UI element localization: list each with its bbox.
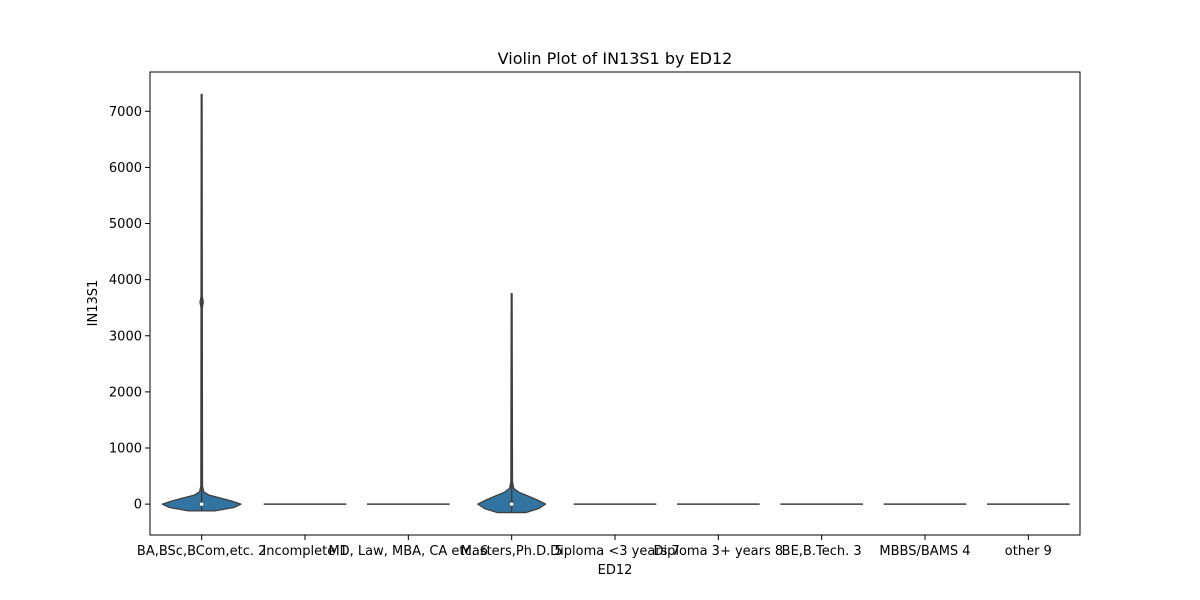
y-tick-label: 5000 <box>109 217 142 232</box>
y-tick-label: 7000 <box>109 105 142 120</box>
x-tick-label: Masters,Ph.D. 5 <box>461 544 563 559</box>
plot-frame <box>149 71 1081 536</box>
x-tick-label: other 9 <box>1005 544 1052 559</box>
y-tick-label: 2000 <box>109 385 142 400</box>
y-tick-label: 1000 <box>109 442 142 457</box>
x-tick-label: BA,BSc,BCom,etc. 2 <box>137 544 266 559</box>
violin-median <box>199 502 204 506</box>
chart-title: Violin Plot of IN13S1 by ED12 <box>498 49 733 68</box>
x-axis-label: ED12 <box>598 563 633 578</box>
y-axis: 0 1000 2000 3000 4000 5000 6000 7000 <box>109 105 150 513</box>
x-tick-label: Incomplete 1 <box>262 544 347 559</box>
x-tick-label: BE,B.Tech. 3 <box>782 544 862 559</box>
x-tick-label: Diploma 3+ years 8 <box>653 544 783 559</box>
y-tick-label: 4000 <box>109 273 142 288</box>
violins-layer <box>161 93 1070 514</box>
y-tick-label: 3000 <box>109 329 142 344</box>
x-tick-label: MD, Law, MBA, CA etc. 6 <box>328 544 488 559</box>
violin-median <box>509 502 514 506</box>
x-tick-label: Diploma <3 years 7 <box>550 544 680 559</box>
y-tick-label: 6000 <box>109 161 142 176</box>
x-tick-label: MBBS/BAMS 4 <box>879 544 970 559</box>
y-tick-label: 0 <box>134 498 142 513</box>
y-axis-label: IN13S1 <box>86 280 101 327</box>
